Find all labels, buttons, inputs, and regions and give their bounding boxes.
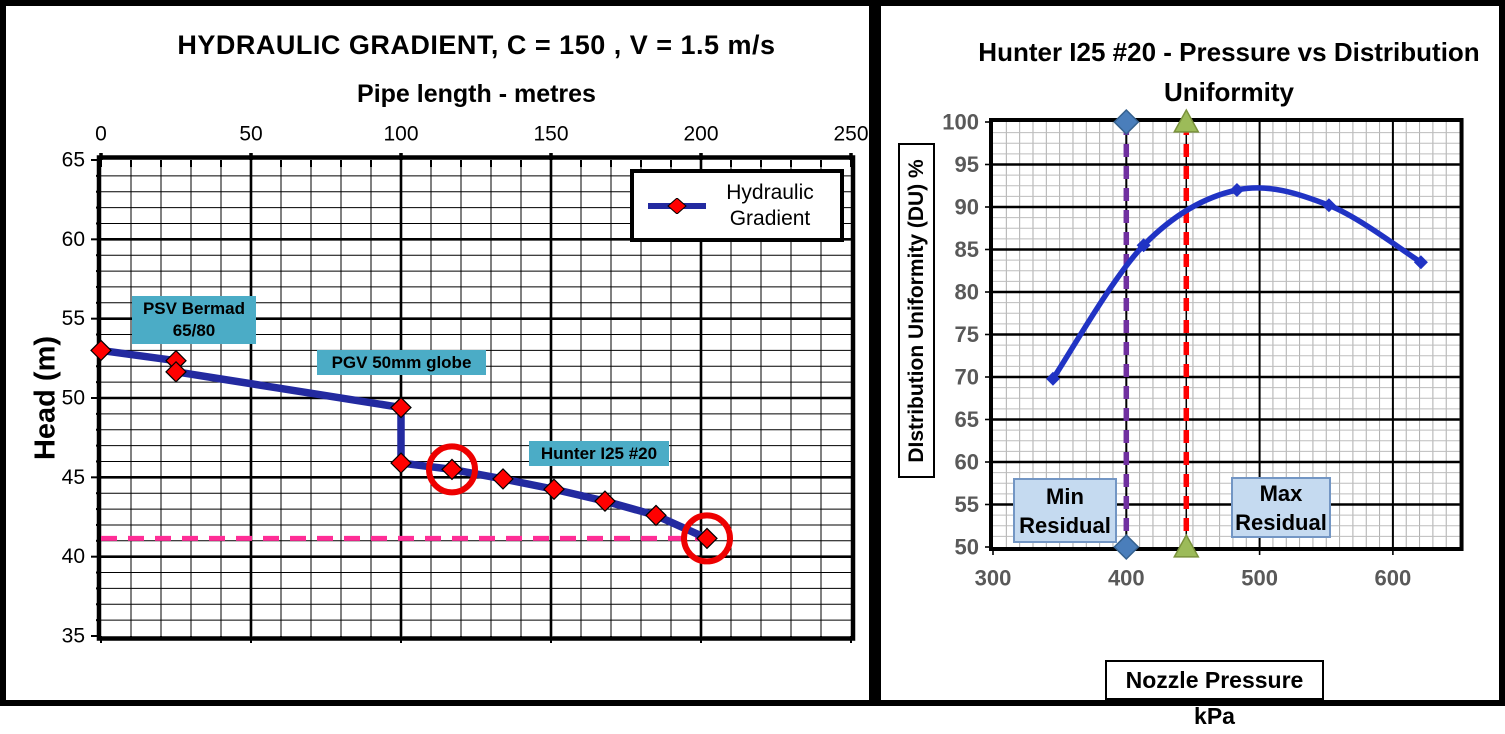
right-chart-x-axis-title-box: Nozzle Pressure kPa <box>1105 660 1324 729</box>
svg-text:45: 45 <box>62 466 85 489</box>
svg-text:100: 100 <box>383 123 418 146</box>
legend-marker-icon <box>648 197 706 214</box>
legend-label: Hydraulic Gradient <box>726 180 814 230</box>
svg-text:90: 90 <box>955 195 979 220</box>
svg-text:100: 100 <box>942 110 979 135</box>
svg-text:80: 80 <box>955 280 979 305</box>
svg-text:0: 0 <box>95 123 107 146</box>
svg-text:150: 150 <box>533 123 568 146</box>
legend-box: Hydraulic Gradient <box>630 169 844 242</box>
svg-text:60: 60 <box>955 450 979 475</box>
svg-text:75: 75 <box>955 322 979 347</box>
svg-text:300: 300 <box>975 566 1012 591</box>
svg-text:65: 65 <box>955 407 979 432</box>
right-chart-y-axis-title: DIstribution Uniformity (DU) % <box>904 158 928 463</box>
left-chart-x-axis-title: Pipe length - metres <box>357 80 596 108</box>
svg-text:500: 500 <box>1241 566 1278 591</box>
charts-canvas: 0 50 100 150 200 250 65 60 55 50 45 40 35 100 95 90 85 80… <box>62 108 1464 648</box>
svg-text:200: 200 <box>683 123 718 146</box>
svg-text:65: 65 <box>62 149 85 172</box>
svg-text:50: 50 <box>62 387 85 410</box>
svg-text:85: 85 <box>955 237 979 262</box>
svg-text:60: 60 <box>62 228 85 251</box>
svg-text:40: 40 <box>62 545 85 568</box>
annotation-min-residual: Min Residual <box>1013 478 1117 543</box>
right-chart-title: Hunter I25 #20 - Pressure vs Distributio… <box>978 37 1480 107</box>
panel-divider <box>869 6 881 700</box>
svg-text:600: 600 <box>1375 566 1412 591</box>
annotation-pgv-globe: PGV 50mm globe <box>317 350 486 375</box>
svg-text:70: 70 <box>955 365 979 390</box>
svg-text:250: 250 <box>833 123 868 146</box>
left-chart-y-axis-title: Head (m) <box>29 335 62 461</box>
svg-text:55: 55 <box>955 492 979 517</box>
right-chart-y-axis-title-box: DIstribution Uniformity (DU) % <box>898 143 935 478</box>
svg-text:400: 400 <box>1108 566 1145 591</box>
svg-text:35: 35 <box>62 625 85 648</box>
svg-text:50: 50 <box>239 123 262 146</box>
svg-text:50: 50 <box>955 535 979 560</box>
annotation-max-residual: Max Residual <box>1231 477 1331 538</box>
svg-text:55: 55 <box>62 307 85 330</box>
svg-text:95: 95 <box>955 152 979 177</box>
annotation-hunter-i25: Hunter I25 #20 <box>529 441 669 466</box>
annotation-psv-bermad: PSV Bermad 65/80 <box>132 296 256 344</box>
left-chart-title: HYDRAULIC GRADIENT, C = 150 , V = 1.5 m/… <box>177 30 776 60</box>
